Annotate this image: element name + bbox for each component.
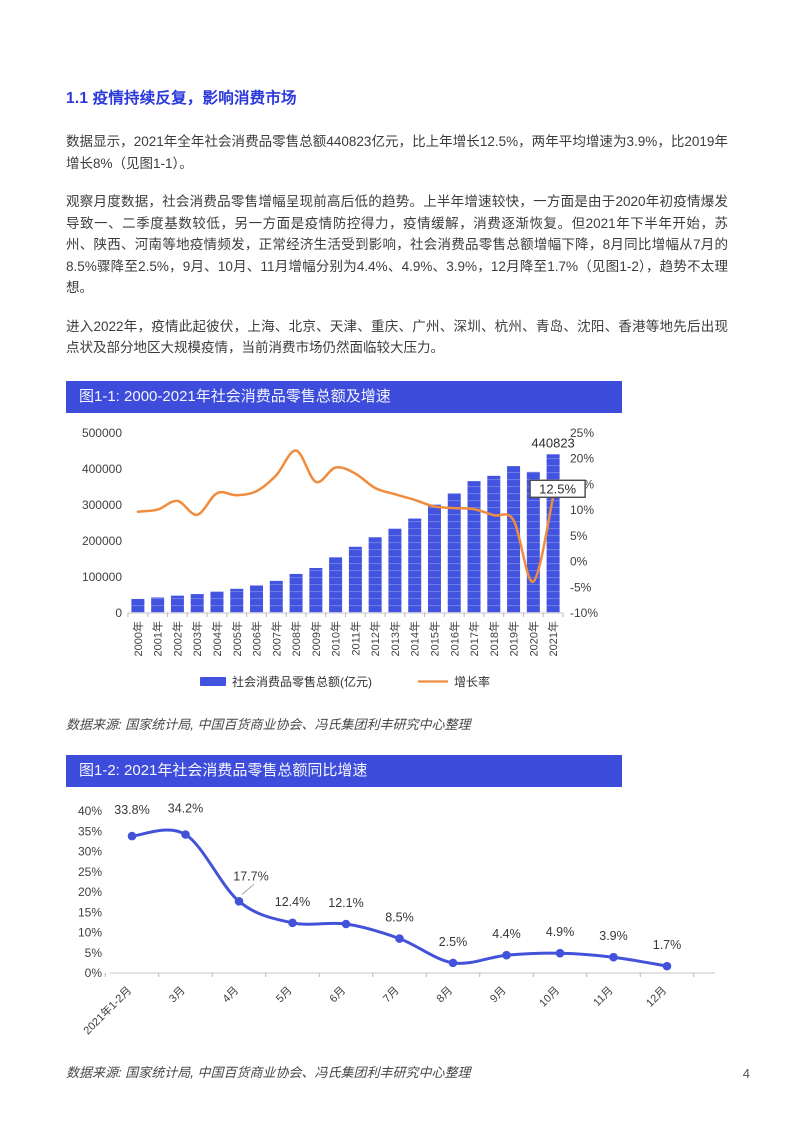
svg-text:25%: 25% [570,426,594,440]
svg-text:30%: 30% [78,844,102,858]
figure-1-2-title: 图1-2: 2021年社会消费品零售总额同比增速 [66,754,622,787]
svg-text:17.7%: 17.7% [233,869,268,883]
svg-text:440823: 440823 [531,435,574,450]
svg-text:8月: 8月 [435,984,456,1005]
svg-text:-10%: -10% [570,606,598,620]
svg-text:5%: 5% [85,945,103,959]
svg-text:300000: 300000 [82,498,122,512]
svg-text:8.5%: 8.5% [385,910,414,924]
svg-text:2020年: 2020年 [526,621,540,656]
svg-text:2014年: 2014年 [408,621,422,656]
svg-text:2001年: 2001年 [151,621,165,656]
svg-text:11月: 11月 [591,984,615,1008]
svg-text:2007年: 2007年 [269,621,283,656]
figure-1-1: 图1-1: 2000-2021年社会消费品零售总额及增速 0 100000 2000… [66,380,728,733]
svg-text:2003年: 2003年 [190,621,204,656]
svg-text:10%: 10% [570,503,594,517]
paragraph-3: 进入2022年，疫情此起彼伏，上海、北京、天津、重庆、广州、深圳、杭州、青岛、沈… [66,318,728,356]
svg-text:33.8%: 33.8% [114,803,149,817]
page-content: 1.1 疫情持续反复，影响消费市场 数据显示，2021年全年社会消费品零售总额4… [66,90,728,1081]
svg-text:10月: 10月 [537,984,562,1009]
svg-text:200000: 200000 [82,534,122,548]
svg-text:6月: 6月 [328,984,349,1005]
svg-text:100000: 100000 [82,570,122,584]
svg-text:4.9%: 4.9% [546,925,575,939]
svg-text:10%: 10% [78,925,102,939]
svg-text:12月: 12月 [644,984,669,1009]
svg-text:2016年: 2016年 [447,621,461,656]
svg-text:4.4%: 4.4% [492,927,521,941]
svg-text:-5%: -5% [570,580,592,594]
svg-text:2002年: 2002年 [170,621,184,656]
figure-1-2-chart-wrap: 0% 5% 10% 15% 20% 25% 30% 35% 40% 33.8% 34.2% 17.7%… [66,797,728,1052]
figure-1-1-title: 图1-1: 2000-2021年社会消费品零售总额及增速 [66,380,622,413]
svg-text:34.2%: 34.2% [168,801,203,815]
figure-1-1-chart-wrap: 0 100000 200000 300000 400000 500000 -10% -5% 0%… [66,423,728,710]
svg-text:2010年: 2010年 [329,621,343,656]
svg-text:增长率: 增长率 [454,674,490,689]
paragraph-2: 观察月度数据，社会消费品零售增幅呈现前高后低的趋势。上半年增速较快，一方面是由于… [66,194,728,295]
figure-1-2-source: 数据来源: 国家统计局, 中国百货商业协会、冯氏集团利丰研究中心整理 [66,1064,471,1080]
svg-text:2017年: 2017年 [467,621,481,656]
svg-text:12.4%: 12.4% [275,894,310,908]
svg-text:4月: 4月 [221,984,242,1005]
svg-text:2004年: 2004年 [210,621,224,656]
svg-text:0: 0 [115,606,122,620]
svg-text:0%: 0% [570,554,588,568]
svg-text:12.5%: 12.5% [539,481,576,496]
svg-text:2005年: 2005年 [230,621,244,656]
svg-text:3.9%: 3.9% [599,929,628,943]
svg-text:25%: 25% [78,864,102,878]
svg-text:500000: 500000 [82,426,122,440]
svg-text:40%: 40% [78,804,102,818]
svg-text:20%: 20% [570,451,594,465]
svg-text:20%: 20% [78,885,102,899]
monthly-growth-chart: 0% 5% 10% 15% 20% 25% 30% 35% 40% 33.8% 34.2% 17.7%… [78,801,715,1037]
svg-text:9月: 9月 [488,984,509,1005]
svg-text:2015年: 2015年 [427,621,441,656]
svg-text:7月: 7月 [381,984,402,1005]
svg-text:3月: 3月 [167,984,188,1005]
svg-text:35%: 35% [78,824,102,838]
paragraph-1: 数据显示，2021年全年社会消费品零售总额440823亿元，比上年增长12.5%… [66,134,728,171]
svg-text:2006年: 2006年 [250,621,264,656]
page-number: 4 [742,1066,750,1081]
svg-text:12.1%: 12.1% [328,895,363,909]
svg-text:2.5%: 2.5% [439,934,468,948]
svg-text:2019年: 2019年 [507,621,521,656]
svg-text:社会消费品零售总额(亿元): 社会消费品零售总额(亿元) [232,674,372,689]
svg-text:2021年1-2月: 2021年1-2月 [80,983,134,1037]
figure-1-2: 图1-2: 2021年社会消费品零售总额同比增速 0% 5% 10% 15% 20% 25… [66,754,728,1081]
svg-text:2021年: 2021年 [546,621,560,656]
figure-1-1-source: 数据来源: 国家统计局, 中国百货商业协会、冯氏集团利丰研究中心整理 [66,716,471,732]
section-heading: 1.1 疫情持续反复，影响消费市场 [66,90,297,107]
retail-total-and-growth-chart: 0 100000 200000 300000 400000 500000 -10% -5% 0%… [82,426,598,689]
svg-text:15%: 15% [78,905,102,919]
svg-text:400000: 400000 [82,462,122,476]
svg-text:2011年: 2011年 [348,621,362,656]
svg-text:2018年: 2018年 [487,621,501,656]
svg-text:2012年: 2012年 [368,621,382,656]
svg-text:1.7%: 1.7% [653,938,682,952]
svg-text:2008年: 2008年 [289,621,303,656]
svg-text:2013年: 2013年 [388,621,402,656]
svg-text:5月: 5月 [274,984,295,1005]
svg-text:2009年: 2009年 [309,621,323,656]
svg-text:0%: 0% [85,966,103,980]
svg-text:5%: 5% [570,528,588,542]
svg-text:2000年: 2000年 [131,621,145,656]
